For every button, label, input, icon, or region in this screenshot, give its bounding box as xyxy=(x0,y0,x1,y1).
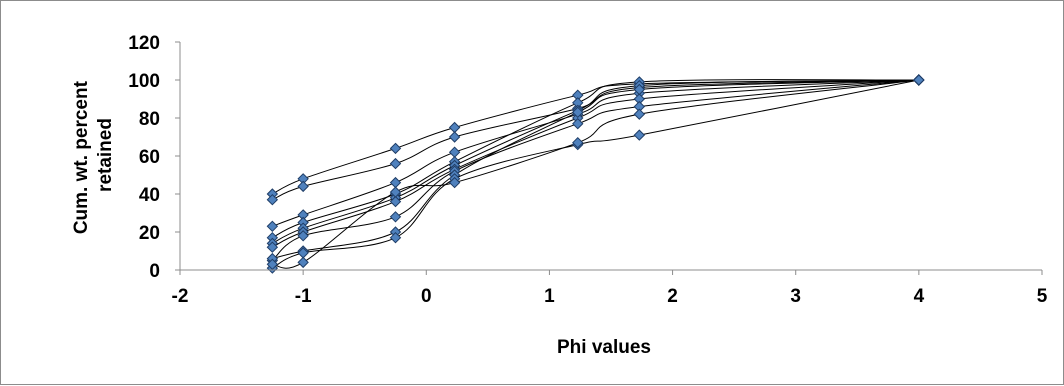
x-axis-title: Phi values xyxy=(557,337,651,358)
y-tick-label: 80 xyxy=(139,109,160,130)
x-tick-label: 5 xyxy=(1037,286,1048,307)
x-tick-label: 0 xyxy=(421,286,432,307)
data-point-marker xyxy=(572,136,584,149)
data-point-marker xyxy=(448,121,461,134)
data-point-marker xyxy=(266,258,279,271)
data-point-marker xyxy=(389,211,402,223)
y-tick-label: 100 xyxy=(128,71,160,92)
series-line-3 xyxy=(272,79,919,227)
series-line-10 xyxy=(272,79,919,269)
y-axis-title-line-1: Cum. wt. percent xyxy=(71,80,92,234)
y-tick-label: 120 xyxy=(128,33,160,54)
series-line-5 xyxy=(272,79,919,244)
x-tick-label: -2 xyxy=(172,286,189,307)
data-point-marker xyxy=(389,195,402,208)
series-line-8 xyxy=(272,79,919,260)
series-line-6 xyxy=(272,79,919,248)
data-point-marker xyxy=(448,146,461,158)
y-axis-title: Cum. wt. percent retained xyxy=(71,76,116,234)
data-point-marker xyxy=(448,131,461,143)
x-tick-label: 3 xyxy=(790,286,801,307)
data-point-marker xyxy=(297,180,309,193)
data-point-marker xyxy=(448,176,461,189)
y-tick-label: 20 xyxy=(139,223,160,244)
series-line-1 xyxy=(272,79,919,195)
series-line-7 xyxy=(272,79,919,261)
data-point-marker xyxy=(389,176,402,189)
data-point-marker xyxy=(633,83,646,96)
x-tick-label: 4 xyxy=(914,286,925,307)
y-tick-label: 40 xyxy=(139,185,160,206)
series-layer xyxy=(272,79,919,269)
data-point-marker xyxy=(572,117,584,130)
data-point-marker xyxy=(633,108,646,120)
y-tick-label: 60 xyxy=(139,147,160,168)
data-point-marker xyxy=(389,186,402,198)
series-line-2 xyxy=(272,79,919,201)
x-tick-label: 2 xyxy=(667,286,678,307)
y-tick-label: 0 xyxy=(149,261,160,282)
data-point-marker xyxy=(633,129,646,141)
data-point-marker xyxy=(266,193,279,206)
data-point-marker xyxy=(389,157,402,170)
data-point-marker xyxy=(572,106,584,119)
x-tick-label: -1 xyxy=(295,286,312,307)
data-point-marker xyxy=(266,220,279,233)
marker-layer xyxy=(266,74,925,274)
data-point-marker xyxy=(913,74,925,86)
axes-layer: 0 20 40 60 80 100 120 -2 -1 0 1 2 3 4 5 xyxy=(128,33,1047,307)
series-line-4 xyxy=(272,79,919,239)
data-point-marker xyxy=(389,231,402,244)
data-point-marker xyxy=(266,241,279,253)
series-line-9 xyxy=(272,79,919,269)
y-axis-title-line-2: retained xyxy=(95,118,116,192)
x-tick-label: 1 xyxy=(544,286,555,307)
data-point-marker xyxy=(297,256,309,269)
data-point-marker xyxy=(389,142,402,155)
data-point-marker xyxy=(297,230,309,242)
